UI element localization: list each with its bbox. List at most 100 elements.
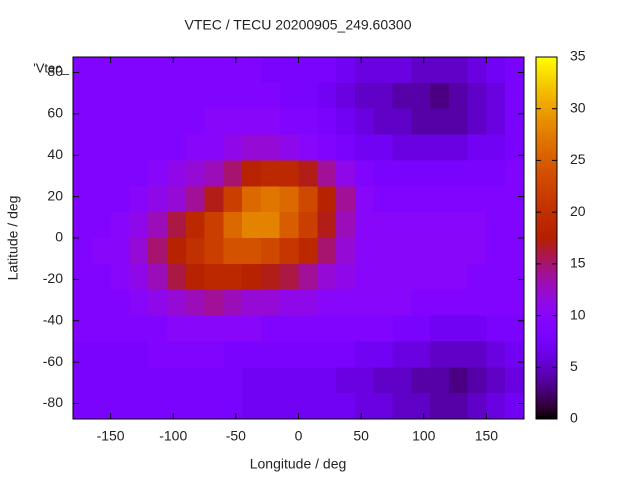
- heat-cell: [336, 341, 356, 368]
- heat-cell: [298, 160, 318, 187]
- heat-cell: [486, 108, 506, 136]
- heat-cell: [336, 212, 356, 239]
- heat-cell: [336, 160, 356, 187]
- heat-cell: [411, 108, 431, 136]
- heat-cell: [298, 263, 318, 291]
- heat-cell: [505, 289, 525, 317]
- heat-cell: [223, 238, 243, 265]
- heat-cell: [110, 212, 130, 239]
- heat-cell: [148, 212, 168, 239]
- heat-cell: [204, 367, 224, 394]
- colorbar: [535, 56, 558, 420]
- heat-cell: [279, 315, 299, 342]
- heat-cell: [336, 367, 356, 394]
- heat-cell: [260, 367, 281, 394]
- x-tick-label: 100: [412, 428, 436, 444]
- heat-cell: [91, 108, 112, 136]
- heat-cell: [185, 315, 206, 342]
- heat-cell: [411, 160, 431, 187]
- heatmap: [73, 57, 525, 420]
- heat-cell: [298, 367, 318, 394]
- heat-cell: [467, 238, 487, 265]
- heat-cell: [448, 289, 469, 317]
- heat-cell: [392, 186, 412, 213]
- x-tick-label: -150: [97, 428, 125, 444]
- colorbar-tick-label: 30: [570, 99, 586, 115]
- heat-cell: [110, 393, 130, 420]
- heat-cell: [373, 134, 393, 161]
- heat-cell: [148, 238, 168, 265]
- heat-cell: [448, 186, 469, 213]
- heat-cell: [430, 238, 450, 265]
- heat-cell: [354, 186, 375, 213]
- heat-cell: [505, 315, 525, 342]
- heat-cell: [298, 186, 318, 213]
- heat-cell: [411, 134, 431, 161]
- heat-cell: [354, 108, 375, 136]
- heat-cell: [204, 108, 224, 136]
- heat-cell: [430, 212, 450, 239]
- heat-cell: [317, 341, 337, 368]
- heat-cell: [392, 160, 412, 187]
- heat-cell: [185, 289, 206, 317]
- heat-cell: [467, 289, 487, 317]
- heat-cell: [148, 393, 168, 420]
- heat-cell: [298, 393, 318, 420]
- y-tick-label: 80: [47, 63, 63, 79]
- heat-cell: [430, 134, 450, 161]
- heat-cell: [260, 82, 281, 110]
- heat-cell: [129, 367, 149, 394]
- heat-cell: [110, 315, 130, 342]
- heat-cell: [411, 263, 431, 291]
- colorbar-tick-label: 5: [570, 358, 578, 374]
- heat-cell: [129, 263, 149, 291]
- heat-cell: [129, 289, 149, 317]
- heat-cell: [373, 57, 393, 84]
- heat-cell: [298, 82, 318, 110]
- heat-cell: [223, 263, 243, 291]
- heat-cell: [505, 186, 525, 213]
- chart-title: VTEC / TECU 20200905_249.60300: [184, 17, 411, 33]
- heat-cell: [430, 289, 450, 317]
- heat-cell: [204, 82, 224, 110]
- colorbar-tick-label: 0: [570, 410, 578, 426]
- heat-cell: [392, 134, 412, 161]
- x-tick-label: 50: [353, 428, 369, 444]
- heat-cell: [242, 57, 262, 84]
- heat-cell: [354, 160, 375, 187]
- heat-cell: [242, 315, 262, 342]
- heat-cell: [204, 315, 224, 342]
- heat-cell: [242, 263, 262, 291]
- heat-cell: [392, 341, 412, 368]
- heat-cell: [223, 212, 243, 239]
- heat-cell: [448, 238, 469, 265]
- heat-cell: [129, 315, 149, 342]
- heat-cell: [204, 160, 224, 187]
- heat-cell: [430, 82, 450, 110]
- heat-cell: [298, 341, 318, 368]
- heat-cell: [467, 315, 487, 342]
- heat-cell: [354, 212, 375, 239]
- heat-cell: [448, 57, 469, 84]
- heat-cell: [448, 367, 469, 394]
- heat-cell: [486, 341, 506, 368]
- colorbar-tick-label: 35: [570, 48, 586, 64]
- heat-cell: [486, 82, 506, 110]
- heat-cell: [166, 315, 187, 342]
- heat-cell: [317, 393, 337, 420]
- heat-cell: [110, 367, 130, 394]
- y-tick-label: -40: [43, 311, 63, 327]
- heat-cell: [73, 341, 93, 368]
- heat-cell: [279, 367, 299, 394]
- heat-cell: [392, 82, 412, 110]
- heat-cell: [242, 160, 262, 187]
- heat-cell: [185, 393, 206, 420]
- heat-cell: [242, 393, 262, 420]
- heat-cell: [467, 57, 487, 84]
- y-tick-label: 60: [47, 105, 63, 121]
- heat-cell: [467, 134, 487, 161]
- heat-cell: [317, 263, 337, 291]
- heat-cell: [392, 393, 412, 420]
- heat-cell: [91, 186, 112, 213]
- heat-cell: [204, 263, 224, 291]
